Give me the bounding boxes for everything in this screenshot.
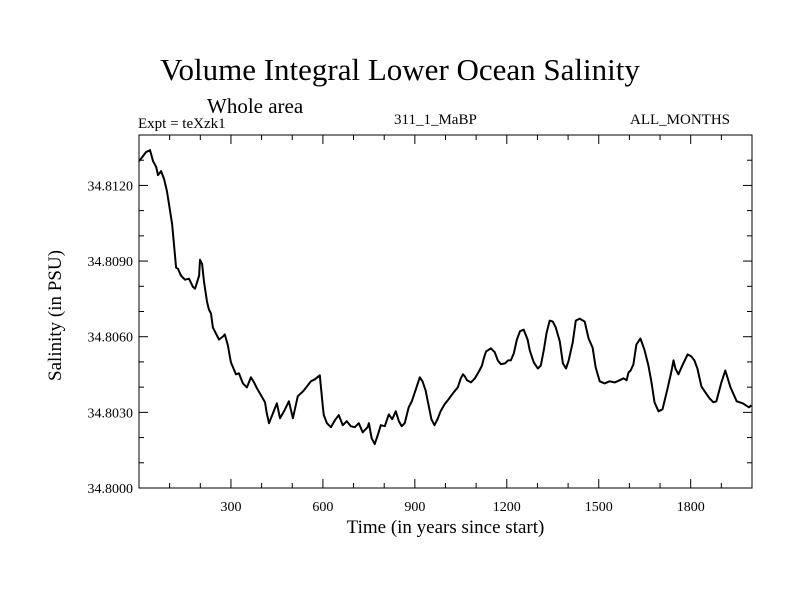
y-tick-label: 34.8060: [88, 331, 134, 346]
x-tick-label: 1200: [493, 500, 521, 515]
chart-title: Volume Integral Lower Ocean Salinity: [160, 52, 640, 87]
months-label: ALL_MONTHS: [630, 112, 730, 128]
x-tick-label: 600: [312, 500, 333, 515]
y-tick-label: 34.8120: [88, 179, 134, 194]
y-axis-title: Salinity (in PSU): [45, 250, 66, 381]
tick-labels-layer: 300 600 900 1200 1500 1800 34.8000 34.8030 34.80…: [88, 179, 705, 515]
series-line-salinity: [138, 149, 753, 446]
ticks-layer: [139, 135, 752, 488]
x-tick-label: 900: [404, 500, 425, 515]
x-tick-label: 300: [220, 500, 241, 515]
experiment-label: Expt = teXzk1: [138, 116, 226, 132]
plot-frame: [138, 134, 753, 489]
y-tick-label: 34.8000: [88, 482, 134, 497]
model-label: 311_1_MaBP: [394, 112, 477, 128]
y-tick-label: 34.8090: [88, 255, 134, 270]
x-tick-label: 1500: [585, 500, 613, 515]
y-tick-label: 34.8030: [88, 406, 134, 421]
x-axis-title: Time (in years since start): [347, 517, 545, 538]
chart-subtitle: Whole area: [207, 94, 304, 118]
x-tick-label: 1800: [677, 500, 705, 515]
